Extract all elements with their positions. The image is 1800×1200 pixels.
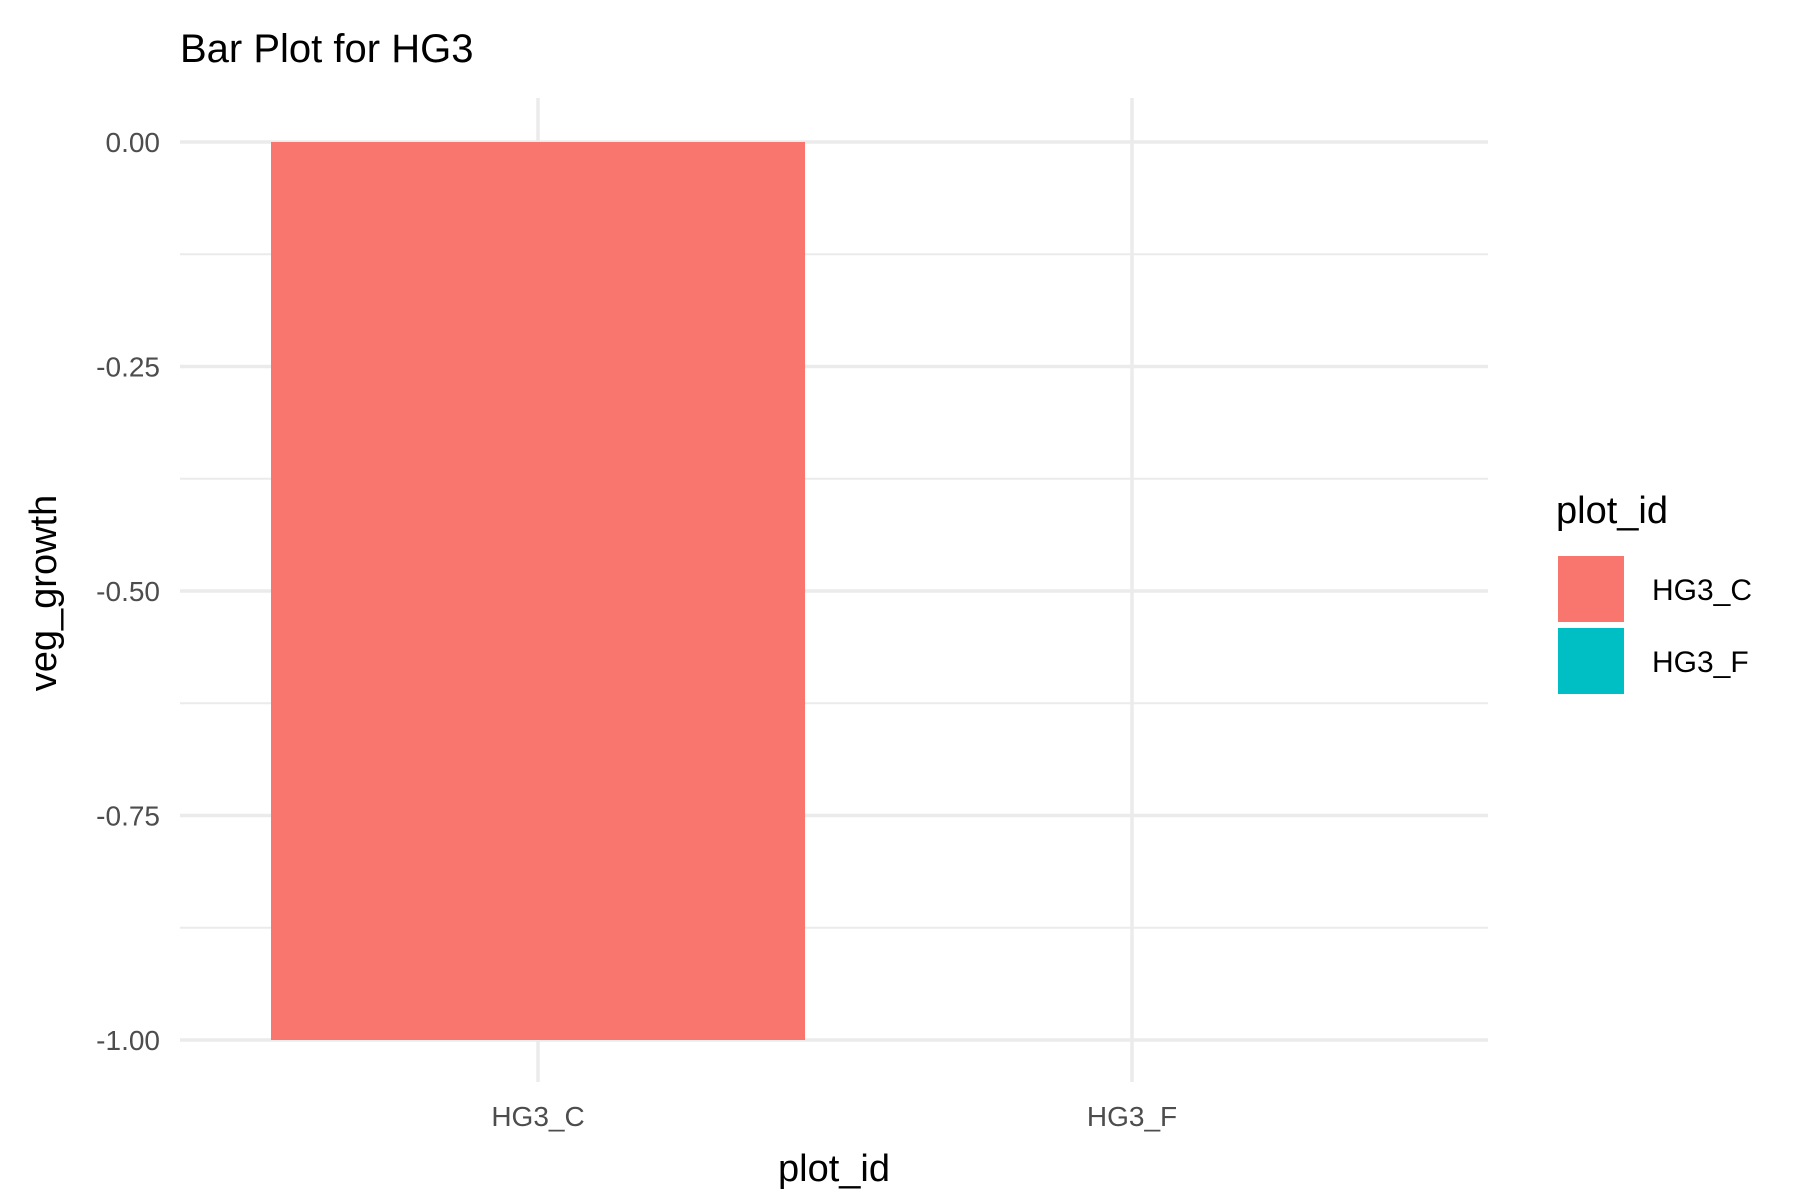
x-axis-ticks: HG3_C HG3_F — [491, 1101, 1177, 1132]
y-tick-label: -1.00 — [96, 1025, 160, 1056]
y-axis-ticks: 0.00 -0.25 -0.50 -0.75 -1.00 — [96, 127, 160, 1056]
legend-label: HG3_C — [1652, 574, 1752, 607]
y-tick-label: -0.75 — [96, 801, 160, 832]
y-tick-label: -0.50 — [96, 576, 160, 607]
bar-hg3-c — [271, 142, 805, 1040]
bars — [271, 142, 805, 1040]
chart-title: Bar Plot for HG3 — [180, 27, 473, 71]
x-tick-label: HG3_F — [1087, 1101, 1177, 1132]
x-axis-title: plot_id — [778, 1148, 890, 1190]
legend-label: HG3_F — [1652, 646, 1749, 679]
y-tick-label: 0.00 — [106, 127, 161, 158]
x-tick-label: HG3_C — [491, 1101, 584, 1132]
y-axis-title: veg_growth — [23, 495, 65, 691]
legend-title: plot_id — [1556, 490, 1668, 532]
legend-swatch — [1558, 556, 1624, 622]
legend-swatch — [1558, 628, 1624, 694]
y-tick-label: -0.25 — [96, 352, 160, 383]
legend: plot_id HG3_C HG3_F — [1556, 490, 1752, 694]
